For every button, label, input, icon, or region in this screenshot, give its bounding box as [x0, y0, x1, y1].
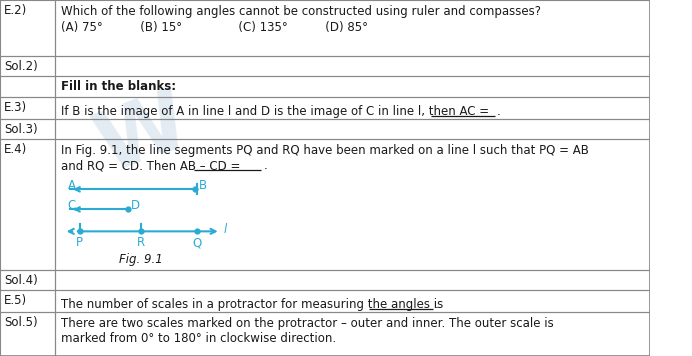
Bar: [0, 56, 55, 76]
Bar: [55, 96, 650, 119]
Bar: [55, 290, 650, 312]
Text: and RQ = CD. Then AB – CD =: and RQ = CD. Then AB – CD =: [61, 159, 244, 172]
Bar: [55, 76, 650, 96]
Bar: [0, 139, 55, 269]
Text: C: C: [68, 199, 75, 212]
Bar: [0, 269, 55, 290]
Text: Which of the following angles cannot be constructed using ruler and compasses?: Which of the following angles cannot be …: [61, 5, 541, 18]
Bar: [55, 269, 650, 290]
Bar: [55, 56, 650, 76]
Bar: [55, 0, 650, 56]
Text: W: W: [86, 82, 200, 189]
Text: Sol.4): Sol.4): [3, 273, 37, 287]
Text: A: A: [68, 179, 75, 192]
Text: Sol.5): Sol.5): [3, 316, 37, 329]
Text: Fill in the blanks:: Fill in the blanks:: [61, 80, 176, 93]
Text: E.4): E.4): [3, 143, 27, 156]
Text: D: D: [131, 199, 140, 212]
Text: The number of scales in a protractor for measuring the angles is: The number of scales in a protractor for…: [61, 298, 447, 311]
Bar: [55, 119, 650, 139]
Text: (A) 75°          (B) 15°               (C) 135°          (D) 85°: (A) 75° (B) 15° (C) 135° (D) 85°: [61, 21, 368, 34]
Text: B: B: [199, 179, 207, 192]
Text: E.2): E.2): [3, 4, 27, 17]
Bar: [55, 312, 650, 356]
Bar: [55, 139, 650, 269]
Text: marked from 0° to 180° in clockwise direction.: marked from 0° to 180° in clockwise dire…: [61, 332, 336, 345]
Text: l: l: [224, 223, 227, 236]
Text: Q: Q: [192, 236, 202, 249]
Bar: [0, 312, 55, 356]
Text: Sol.2): Sol.2): [3, 60, 37, 73]
Bar: [0, 0, 55, 56]
Text: In Fig. 9.1, the line segments PQ and RQ have been marked on a line l such that : In Fig. 9.1, the line segments PQ and RQ…: [61, 144, 589, 157]
Bar: [0, 76, 55, 96]
Bar: [0, 119, 55, 139]
Text: P: P: [76, 236, 83, 249]
Text: E.3): E.3): [3, 101, 27, 114]
Bar: [0, 96, 55, 119]
Text: .: .: [435, 298, 439, 311]
Text: If B is the image of A in line l and D is the image of C in line l, then AC =: If B is the image of A in line l and D i…: [61, 105, 493, 117]
Text: Fig. 9.1: Fig. 9.1: [119, 253, 163, 266]
Bar: [0, 290, 55, 312]
Text: .: .: [263, 159, 267, 172]
Text: R: R: [137, 236, 145, 249]
Text: E.5): E.5): [3, 294, 27, 307]
Text: There are two scales marked on the protractor – outer and inner. The outer scale: There are two scales marked on the protr…: [61, 317, 554, 330]
Text: Sol.3): Sol.3): [3, 123, 37, 136]
Text: .: .: [497, 105, 500, 117]
